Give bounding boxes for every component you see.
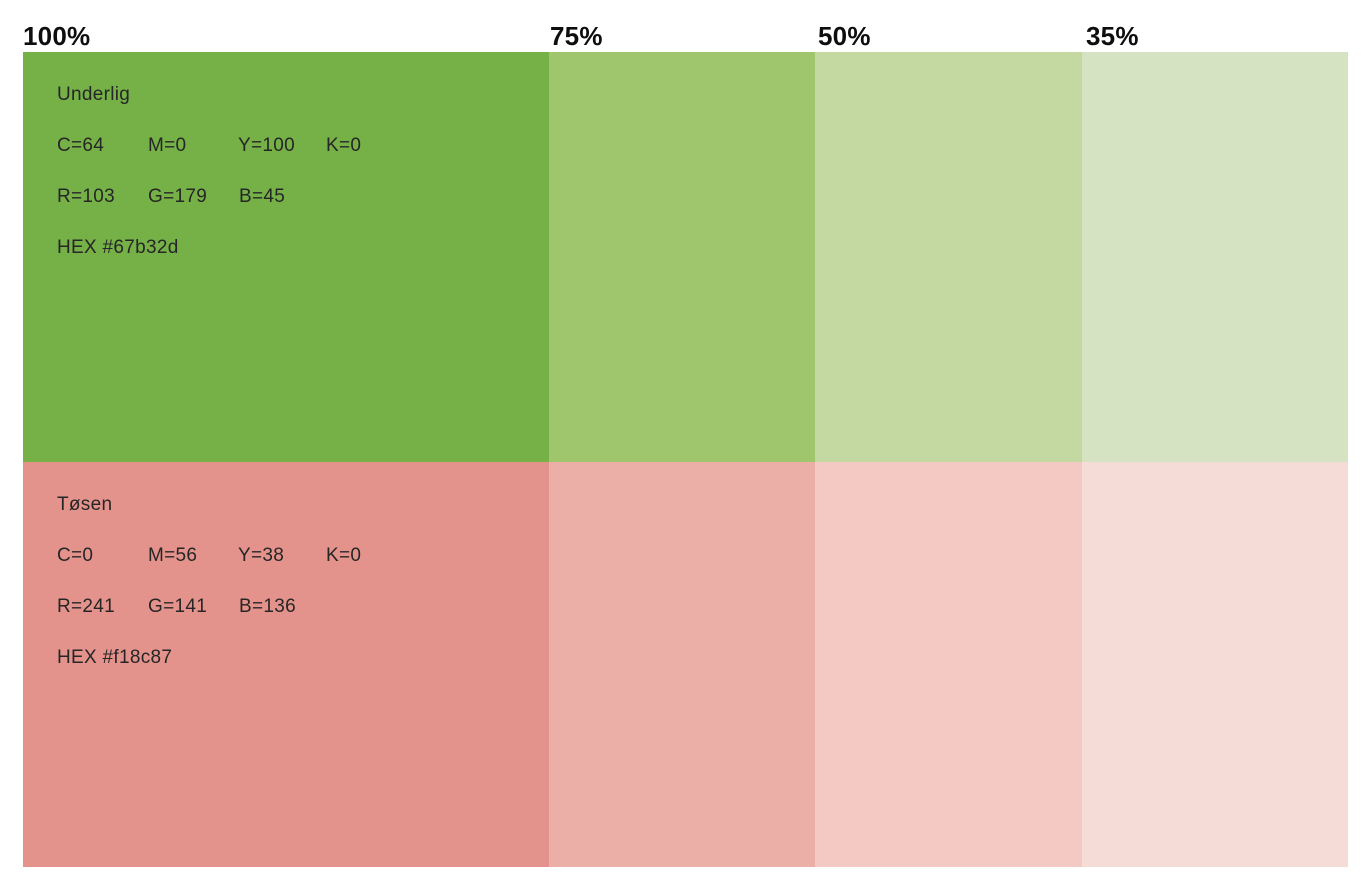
cmyk-m: M=0: [148, 135, 187, 156]
rgb-g: G=179: [148, 186, 208, 207]
rgb-b: B=136: [239, 596, 296, 617]
rgb-r: R=241: [57, 596, 116, 617]
swatch-tosen-35: [1082, 462, 1348, 867]
color-name: Tøsen: [57, 494, 113, 515]
swatch-tosen-50: [815, 462, 1082, 867]
rgb-r: R=103: [57, 186, 116, 207]
rgb-b: B=45: [239, 186, 286, 207]
hex-value: HEX #f18c87: [57, 647, 173, 668]
color-spec-tosen: Tøsen C=0 M=56 Y=38 K=0 R=241 G=141 B=136 HEX…: [23, 462, 549, 667]
cmyk-m: M=56: [148, 545, 198, 566]
color-row-underlig: Underlig C=64 M=0 Y=100 K=0 R=103 G=179 B=45 …: [23, 52, 1348, 462]
color-spec-underlig: Underlig C=64 M=0 Y=100 K=0 R=103 G=179 B=45 …: [23, 52, 549, 257]
swatch-underlig-35: [1082, 52, 1348, 462]
swatch-tosen-100: Tøsen C=0 M=56 Y=38 K=0 R=241 G=141 B=136 HEX…: [23, 462, 549, 867]
rgb-g: G=141: [148, 596, 208, 617]
swatch-underlig-50: [815, 52, 1082, 462]
color-row-tosen: Tøsen C=0 M=56 Y=38 K=0 R=241 G=141 B=136 HEX…: [23, 462, 1348, 867]
cmyk-y: Y=38: [238, 545, 285, 566]
percent-label-75: 75%: [550, 21, 603, 51]
cmyk-y: Y=100: [238, 135, 295, 156]
hex-value: HEX #67b32d: [57, 237, 179, 258]
cmyk-k: K=0: [326, 135, 362, 156]
color-palette-grid: Underlig C=64 M=0 Y=100 K=0 R=103 G=179 B=45 …: [23, 52, 1348, 867]
color-name: Underlig: [57, 84, 131, 105]
cmyk-values: C=0 M=56 Y=38 K=0: [57, 546, 549, 565]
swatch-underlig-100: Underlig C=64 M=0 Y=100 K=0 R=103 G=179 B=45 …: [23, 52, 549, 462]
rgb-values: R=241 G=141 B=136: [57, 597, 549, 616]
cmyk-c: C=0: [57, 545, 94, 566]
percent-label-35: 35%: [1086, 21, 1139, 51]
swatch-underlig-75: [549, 52, 815, 462]
percent-label-100: 100%: [23, 21, 91, 51]
percent-label-50: 50%: [818, 21, 871, 51]
rgb-values: R=103 G=179 B=45: [57, 187, 549, 206]
swatch-tosen-75: [549, 462, 815, 867]
cmyk-c: C=64: [57, 135, 105, 156]
cmyk-values: C=64 M=0 Y=100 K=0: [57, 136, 549, 155]
cmyk-k: K=0: [326, 545, 362, 566]
